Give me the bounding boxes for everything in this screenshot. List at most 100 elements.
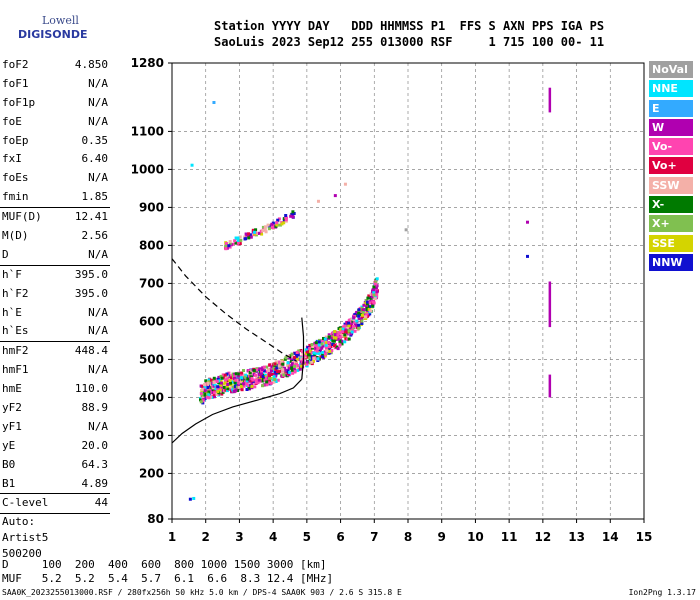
echo-point [327, 333, 331, 337]
echo-point [261, 377, 265, 380]
echo-point [321, 352, 325, 356]
isolated-echo-point [188, 497, 192, 501]
echo-point [237, 372, 241, 376]
echo-point [254, 228, 258, 232]
header-line-2: SaoLuis 2023 Sep12 255 013000 RSF 1 715 … [214, 35, 605, 49]
echo-point [225, 384, 229, 388]
param-row-hme: hmE 110.0 [0, 380, 110, 399]
echo-point [266, 223, 270, 227]
echo-point [291, 215, 295, 219]
echo-point [311, 345, 315, 349]
echo-point [209, 378, 213, 382]
echo-point [284, 218, 288, 222]
echo-point [240, 388, 244, 392]
echo-point [269, 371, 272, 375]
echo-point [264, 370, 268, 374]
echo-point [281, 371, 285, 375]
echo-point [320, 339, 324, 343]
param-row-yf2: yF2 88.9 [0, 399, 110, 418]
echo-point [264, 376, 268, 380]
echo-point [225, 242, 228, 246]
electron-density-profile [171, 378, 303, 444]
echo-point [214, 387, 218, 391]
echo-point [300, 364, 304, 368]
echo-point [336, 333, 340, 337]
param-row-hmf2: hmF2 448.4 [0, 342, 110, 361]
echo-point [305, 360, 309, 364]
echo-point [364, 299, 368, 302]
param-value: N/A [88, 114, 108, 128]
legend-item-voplus: Vo+ [649, 157, 693, 175]
echo-point [290, 359, 293, 363]
echo-point [260, 232, 264, 236]
echo-point [207, 390, 211, 394]
echo-point [301, 350, 304, 354]
echo-point [282, 221, 286, 225]
param-row-hf2: h`F2 395.0 [0, 285, 110, 304]
echo-point [357, 326, 361, 330]
echo-point [364, 317, 368, 320]
echo-point [241, 382, 245, 386]
param-value: 2.56 [81, 229, 109, 243]
echo-point [228, 240, 232, 243]
echo-point [372, 293, 376, 297]
y-tick-label: 1100 [131, 124, 164, 138]
legend-item-e: E [649, 99, 693, 117]
echo-point [257, 372, 261, 376]
echo-point [293, 367, 297, 371]
isolated-echo-point [526, 220, 529, 224]
echo-point [320, 346, 324, 350]
echo-point [286, 361, 290, 365]
echo-point [357, 323, 361, 327]
echo-point [350, 324, 354, 328]
echo-point [353, 313, 357, 317]
echo-point [224, 388, 228, 392]
y-tick-label: 600 [139, 314, 164, 328]
param-value: 64.3 [81, 457, 109, 471]
echo-point [291, 355, 295, 359]
param-row-fof1: foF1 N/A [0, 75, 110, 94]
echo-point [225, 389, 229, 393]
param-separator [0, 207, 110, 209]
echo-point [305, 362, 309, 366]
echo-point [355, 310, 359, 314]
echo-point [291, 210, 295, 214]
echo-point [223, 373, 227, 377]
autoscale-info-line: Auto: [2, 515, 36, 529]
isolated-echo-point [212, 101, 216, 104]
echo-point [344, 337, 348, 341]
param-value: 0.35 [81, 133, 109, 147]
param-value: 4.89 [81, 476, 109, 490]
y-tick-label: 400 [139, 390, 164, 404]
echo-point [314, 351, 318, 355]
echo-point [263, 225, 267, 229]
echo-point [270, 373, 274, 376]
echo-point [240, 371, 244, 375]
echo-point [251, 228, 255, 232]
echo-point [293, 356, 297, 360]
echo-point [372, 301, 376, 305]
echo-point [296, 364, 300, 368]
param-separator [0, 264, 110, 266]
echo-point [375, 290, 379, 294]
echo-point [338, 331, 341, 335]
echo-point [299, 349, 303, 352]
echo-point [368, 312, 372, 316]
echo-point [259, 372, 263, 376]
autoscale-info-line: Artist5 [2, 531, 49, 545]
echo-point [206, 386, 210, 389]
echo-point [293, 351, 297, 355]
y-tick-label: 700 [139, 276, 164, 290]
echo-point [268, 379, 272, 383]
echo-point [263, 227, 267, 231]
y-tick-label: 900 [139, 200, 164, 214]
echo-point [230, 380, 234, 384]
echo-point [317, 340, 321, 344]
echo-point [229, 374, 232, 378]
legend-item-noval: NoVal [649, 61, 693, 78]
param-name: hmF2 [2, 344, 29, 358]
echo-point [239, 373, 243, 377]
echo-point [247, 378, 251, 382]
echo-point [293, 364, 296, 368]
echo-point [349, 323, 353, 327]
